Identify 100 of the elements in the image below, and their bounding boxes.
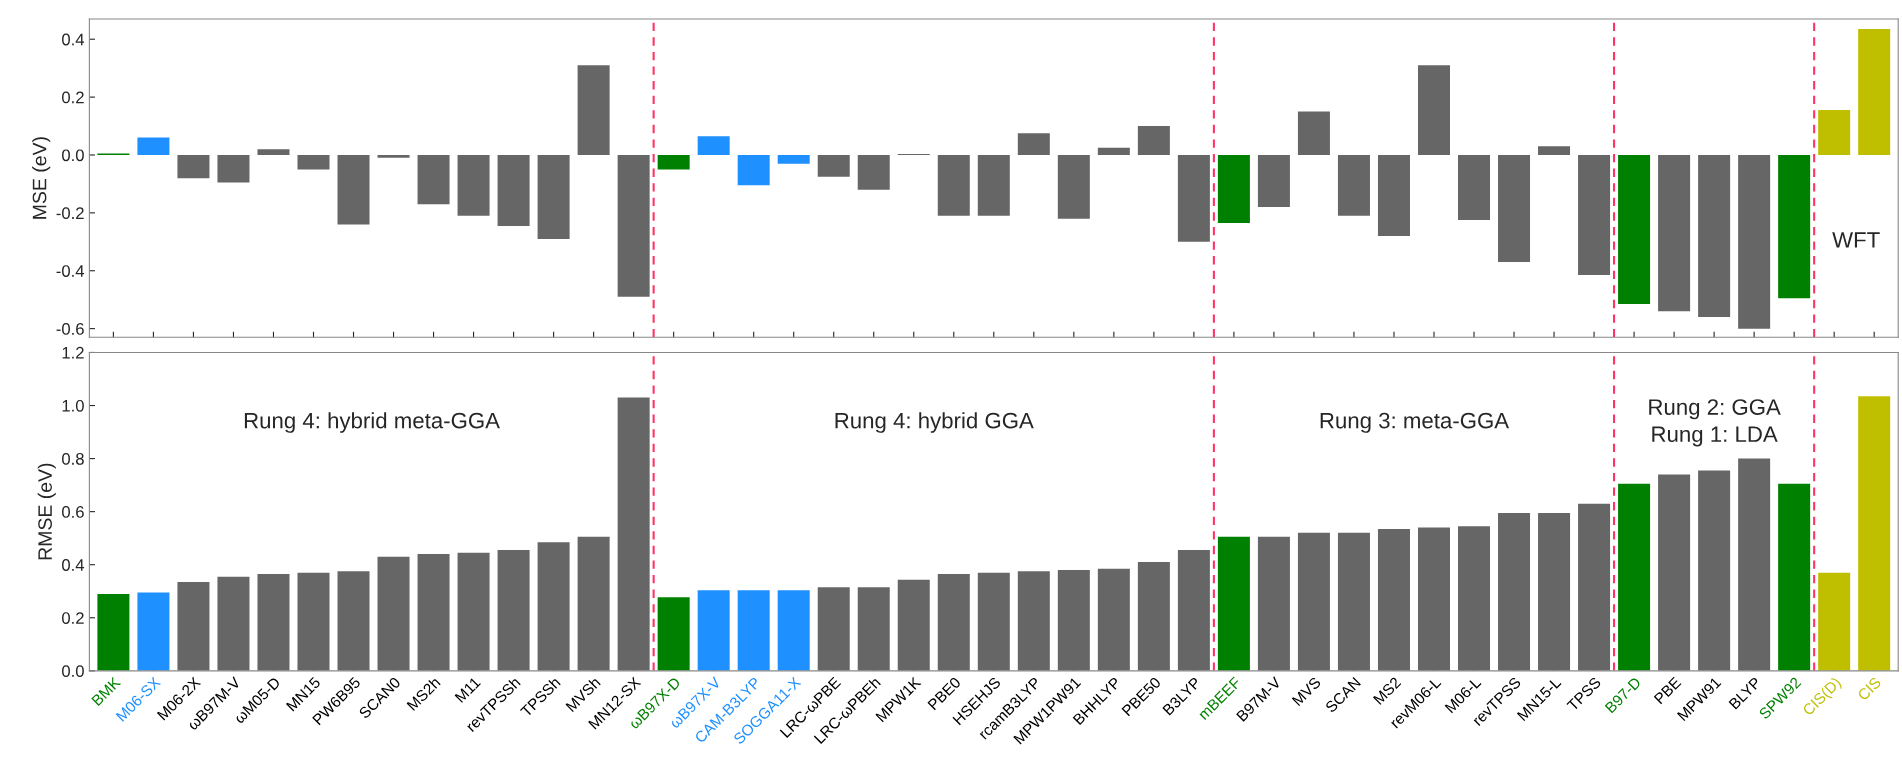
bar [1217, 536, 1250, 671]
bar [217, 576, 250, 671]
bar [777, 154, 810, 164]
bar [1057, 570, 1090, 671]
bar [1818, 110, 1851, 155]
bar [1257, 536, 1290, 671]
bar [1257, 154, 1290, 208]
bar [1578, 154, 1611, 276]
bar [217, 154, 250, 183]
bar [977, 572, 1010, 671]
bar [577, 65, 610, 155]
bar [1057, 154, 1090, 219]
bar [697, 136, 730, 155]
y-axis-title: RMSE (eV) [37, 463, 56, 560]
bar [817, 154, 850, 177]
bar [497, 154, 530, 226]
bar [137, 137, 170, 155]
y-tick-label: 0.4 [62, 33, 85, 46]
y-tick-label: 0.2 [62, 91, 84, 104]
y-tick-label: 1.0 [62, 399, 84, 412]
bar [1618, 154, 1651, 305]
bar [1698, 154, 1731, 318]
bar [417, 154, 450, 205]
bar [457, 552, 490, 671]
annotation: Rung 2: GGA Rung 1: LDA [1649, 399, 1781, 447]
bar [1377, 528, 1410, 671]
bar [1297, 532, 1330, 671]
bar [1818, 572, 1851, 671]
bar [537, 154, 570, 239]
bar [1698, 470, 1731, 671]
y-tick-label: 0.4 [62, 559, 85, 571]
bar [897, 579, 930, 671]
bar [1738, 458, 1771, 671]
bar [1217, 154, 1250, 223]
bar [977, 154, 1010, 216]
bar [857, 154, 890, 190]
bar [257, 574, 290, 671]
bar [1578, 503, 1611, 671]
bar [817, 587, 850, 671]
bar [657, 154, 690, 170]
bar [1337, 532, 1370, 671]
y-axis-title: MSE (eV) [32, 137, 51, 219]
bar [857, 587, 890, 671]
bar [1538, 512, 1571, 671]
bar [577, 536, 610, 671]
bar [1137, 562, 1170, 671]
bar [1097, 568, 1130, 671]
y-tick-label: -0.4 [56, 265, 85, 277]
bar [1458, 526, 1491, 671]
bar [1458, 154, 1491, 221]
annotation: Rung 4: hybrid GGA [835, 412, 1034, 433]
bar [337, 154, 370, 225]
y-tick-label: 0.6 [62, 506, 84, 518]
y-tick-label: 0.8 [62, 452, 84, 465]
bar [377, 556, 410, 671]
bar [97, 593, 130, 671]
bar [1177, 550, 1210, 671]
bar [177, 154, 210, 179]
y-tick-label: 0.2 [62, 612, 84, 624]
y-tick-label: -0.6 [56, 323, 84, 335]
bar [737, 590, 770, 671]
bar [1778, 154, 1811, 299]
bar [1097, 147, 1130, 155]
bar [937, 574, 970, 671]
bar [617, 397, 650, 671]
bar [177, 581, 210, 671]
y-tick-label: 0.0 [62, 149, 84, 162]
bar [1738, 154, 1771, 329]
bar [1618, 483, 1651, 671]
bar [417, 554, 450, 671]
bar [1858, 29, 1891, 155]
y-tick-label: -0.2 [56, 207, 84, 220]
bar [1337, 154, 1370, 216]
bar [1017, 571, 1050, 671]
y-tick-label: 0.0 [62, 665, 84, 678]
bar [1498, 512, 1531, 671]
bar [137, 592, 170, 671]
bar [297, 572, 330, 671]
y-tick-label: 1.2 [62, 346, 84, 359]
bar [697, 590, 730, 671]
bar [1137, 126, 1170, 155]
bar [657, 597, 690, 671]
bar [257, 149, 290, 155]
annotation: WFT [1832, 232, 1880, 248]
annotation: Rung 4: hybrid meta-GGA [244, 412, 500, 433]
bar [1377, 154, 1410, 237]
bar [537, 542, 570, 671]
bar [1177, 154, 1210, 242]
bar [777, 590, 810, 671]
bar [1658, 474, 1691, 671]
bar [937, 154, 970, 216]
annotation: Rung 3: meta-GGA [1320, 412, 1510, 433]
x-tick-label: CIS [1857, 676, 1882, 702]
bar [297, 154, 330, 170]
bar [1498, 154, 1531, 263]
bar [737, 154, 770, 186]
bar [617, 154, 650, 297]
bar [1417, 65, 1450, 155]
bar [1297, 111, 1330, 155]
bar [1778, 483, 1811, 671]
